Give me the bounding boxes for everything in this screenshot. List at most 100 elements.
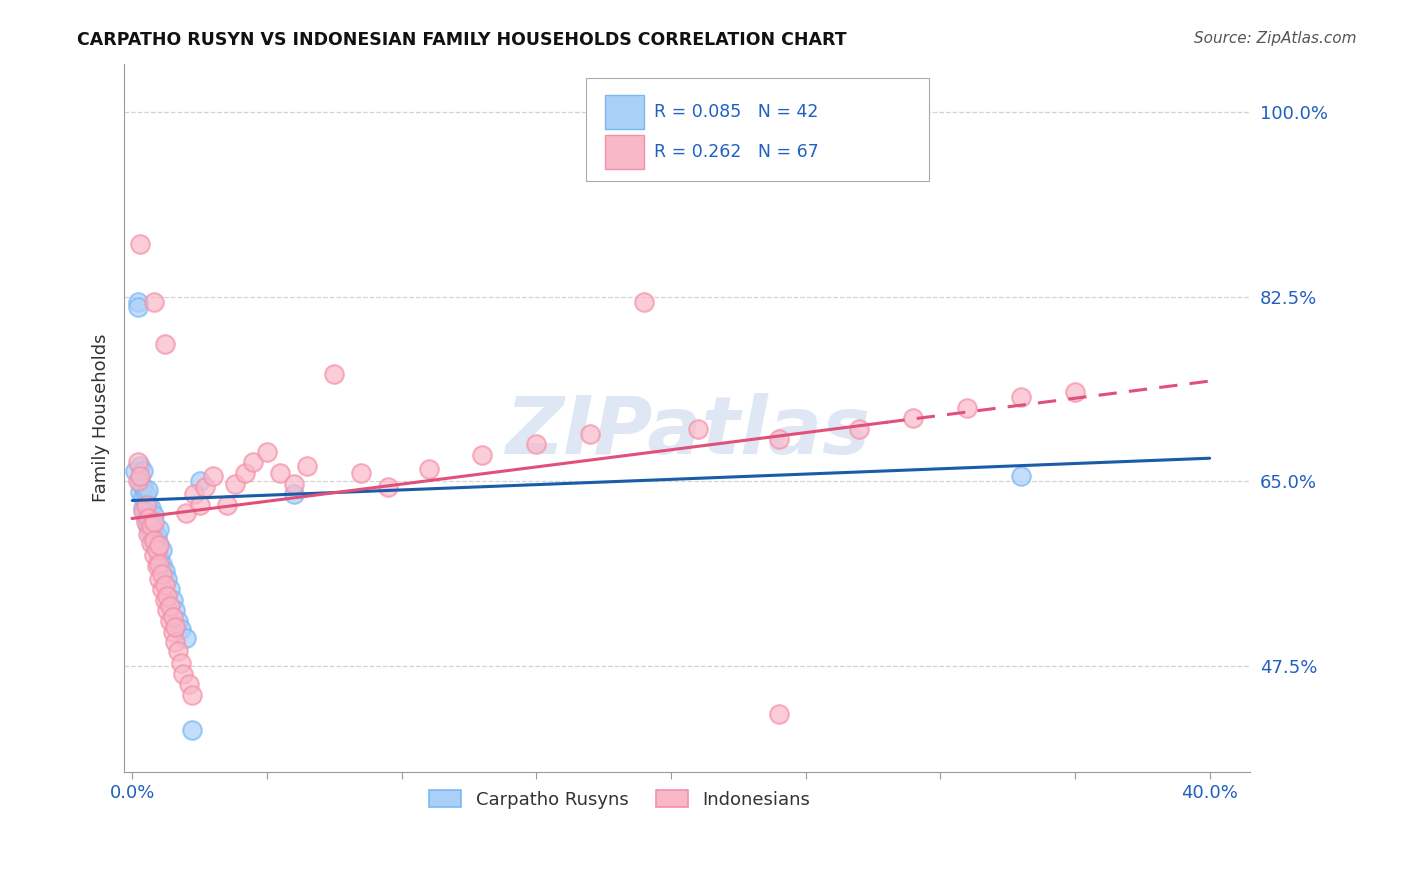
Point	[323, 367, 346, 381]
Point	[132, 491, 155, 505]
Point	[142, 535, 165, 549]
Point	[150, 557, 173, 571]
Point	[903, 411, 925, 425]
Point	[283, 487, 305, 501]
Point	[579, 426, 602, 441]
Point	[145, 559, 167, 574]
Point	[162, 609, 184, 624]
Point	[167, 614, 190, 628]
Point	[138, 483, 160, 497]
Point	[150, 582, 173, 597]
Point	[215, 498, 238, 512]
Point	[132, 480, 155, 494]
Point	[135, 515, 157, 529]
Point	[148, 572, 170, 586]
Point	[188, 475, 211, 489]
Point	[138, 511, 160, 525]
FancyBboxPatch shape	[605, 135, 644, 169]
Text: R = 0.262   N = 67: R = 0.262 N = 67	[654, 143, 820, 161]
Point	[156, 603, 179, 617]
Point	[138, 519, 160, 533]
Point	[141, 519, 163, 533]
Text: ZIPatlas: ZIPatlas	[505, 393, 870, 471]
Point	[141, 535, 163, 549]
Point	[768, 706, 790, 721]
Point	[127, 455, 149, 469]
Point	[202, 469, 225, 483]
Point	[848, 422, 870, 436]
Point	[162, 624, 184, 639]
Point	[165, 635, 187, 649]
Point	[145, 543, 167, 558]
Point	[471, 448, 494, 462]
Point	[159, 599, 181, 614]
Point	[127, 300, 149, 314]
Point	[141, 527, 163, 541]
Point	[142, 533, 165, 547]
Point	[132, 464, 155, 478]
Point	[153, 578, 176, 592]
Point	[129, 236, 152, 251]
Point	[224, 476, 246, 491]
Point	[142, 515, 165, 529]
Point	[159, 614, 181, 628]
Point	[170, 623, 193, 637]
Point	[524, 437, 547, 451]
Point	[188, 498, 211, 512]
Point	[135, 487, 157, 501]
FancyBboxPatch shape	[586, 78, 929, 181]
Point	[350, 466, 373, 480]
Point	[633, 294, 655, 309]
Point	[135, 511, 157, 525]
Point	[153, 337, 176, 351]
Point	[148, 538, 170, 552]
Point	[183, 487, 205, 501]
Point	[145, 543, 167, 558]
Point	[129, 469, 152, 483]
Point	[167, 643, 190, 657]
Point	[235, 466, 257, 480]
Point	[418, 462, 440, 476]
Legend: Carpatho Rusyns, Indonesians: Carpatho Rusyns, Indonesians	[422, 783, 817, 816]
Point	[159, 582, 181, 597]
Point	[162, 592, 184, 607]
Point	[297, 458, 319, 473]
Point	[142, 549, 165, 563]
Point	[150, 567, 173, 582]
Point	[135, 498, 157, 512]
Point	[129, 485, 152, 500]
Y-axis label: Family Households: Family Households	[93, 334, 110, 502]
Point	[124, 464, 146, 478]
Point	[177, 677, 200, 691]
Point	[138, 498, 160, 512]
Point	[148, 557, 170, 571]
Point	[145, 529, 167, 543]
Point	[194, 480, 217, 494]
Point	[1064, 384, 1087, 399]
Point	[180, 723, 202, 737]
Point	[142, 508, 165, 523]
Point	[170, 657, 193, 671]
Point	[153, 564, 176, 578]
Point	[283, 476, 305, 491]
Text: Source: ZipAtlas.com: Source: ZipAtlas.com	[1194, 31, 1357, 46]
Point	[148, 538, 170, 552]
Point	[174, 631, 197, 645]
Point	[138, 527, 160, 541]
Point	[148, 522, 170, 536]
Text: CARPATHO RUSYN VS INDONESIAN FAMILY HOUSEHOLDS CORRELATION CHART: CARPATHO RUSYN VS INDONESIAN FAMILY HOUS…	[77, 31, 846, 49]
Point	[156, 589, 179, 603]
Point	[153, 592, 176, 607]
Point	[180, 688, 202, 702]
Point	[127, 294, 149, 309]
Point	[142, 294, 165, 309]
Point	[165, 603, 187, 617]
Point	[269, 466, 291, 480]
Point	[127, 475, 149, 489]
Point	[242, 455, 264, 469]
Point	[686, 422, 709, 436]
Point	[165, 620, 187, 634]
Point	[256, 445, 278, 459]
Point	[132, 500, 155, 515]
Point	[135, 500, 157, 515]
